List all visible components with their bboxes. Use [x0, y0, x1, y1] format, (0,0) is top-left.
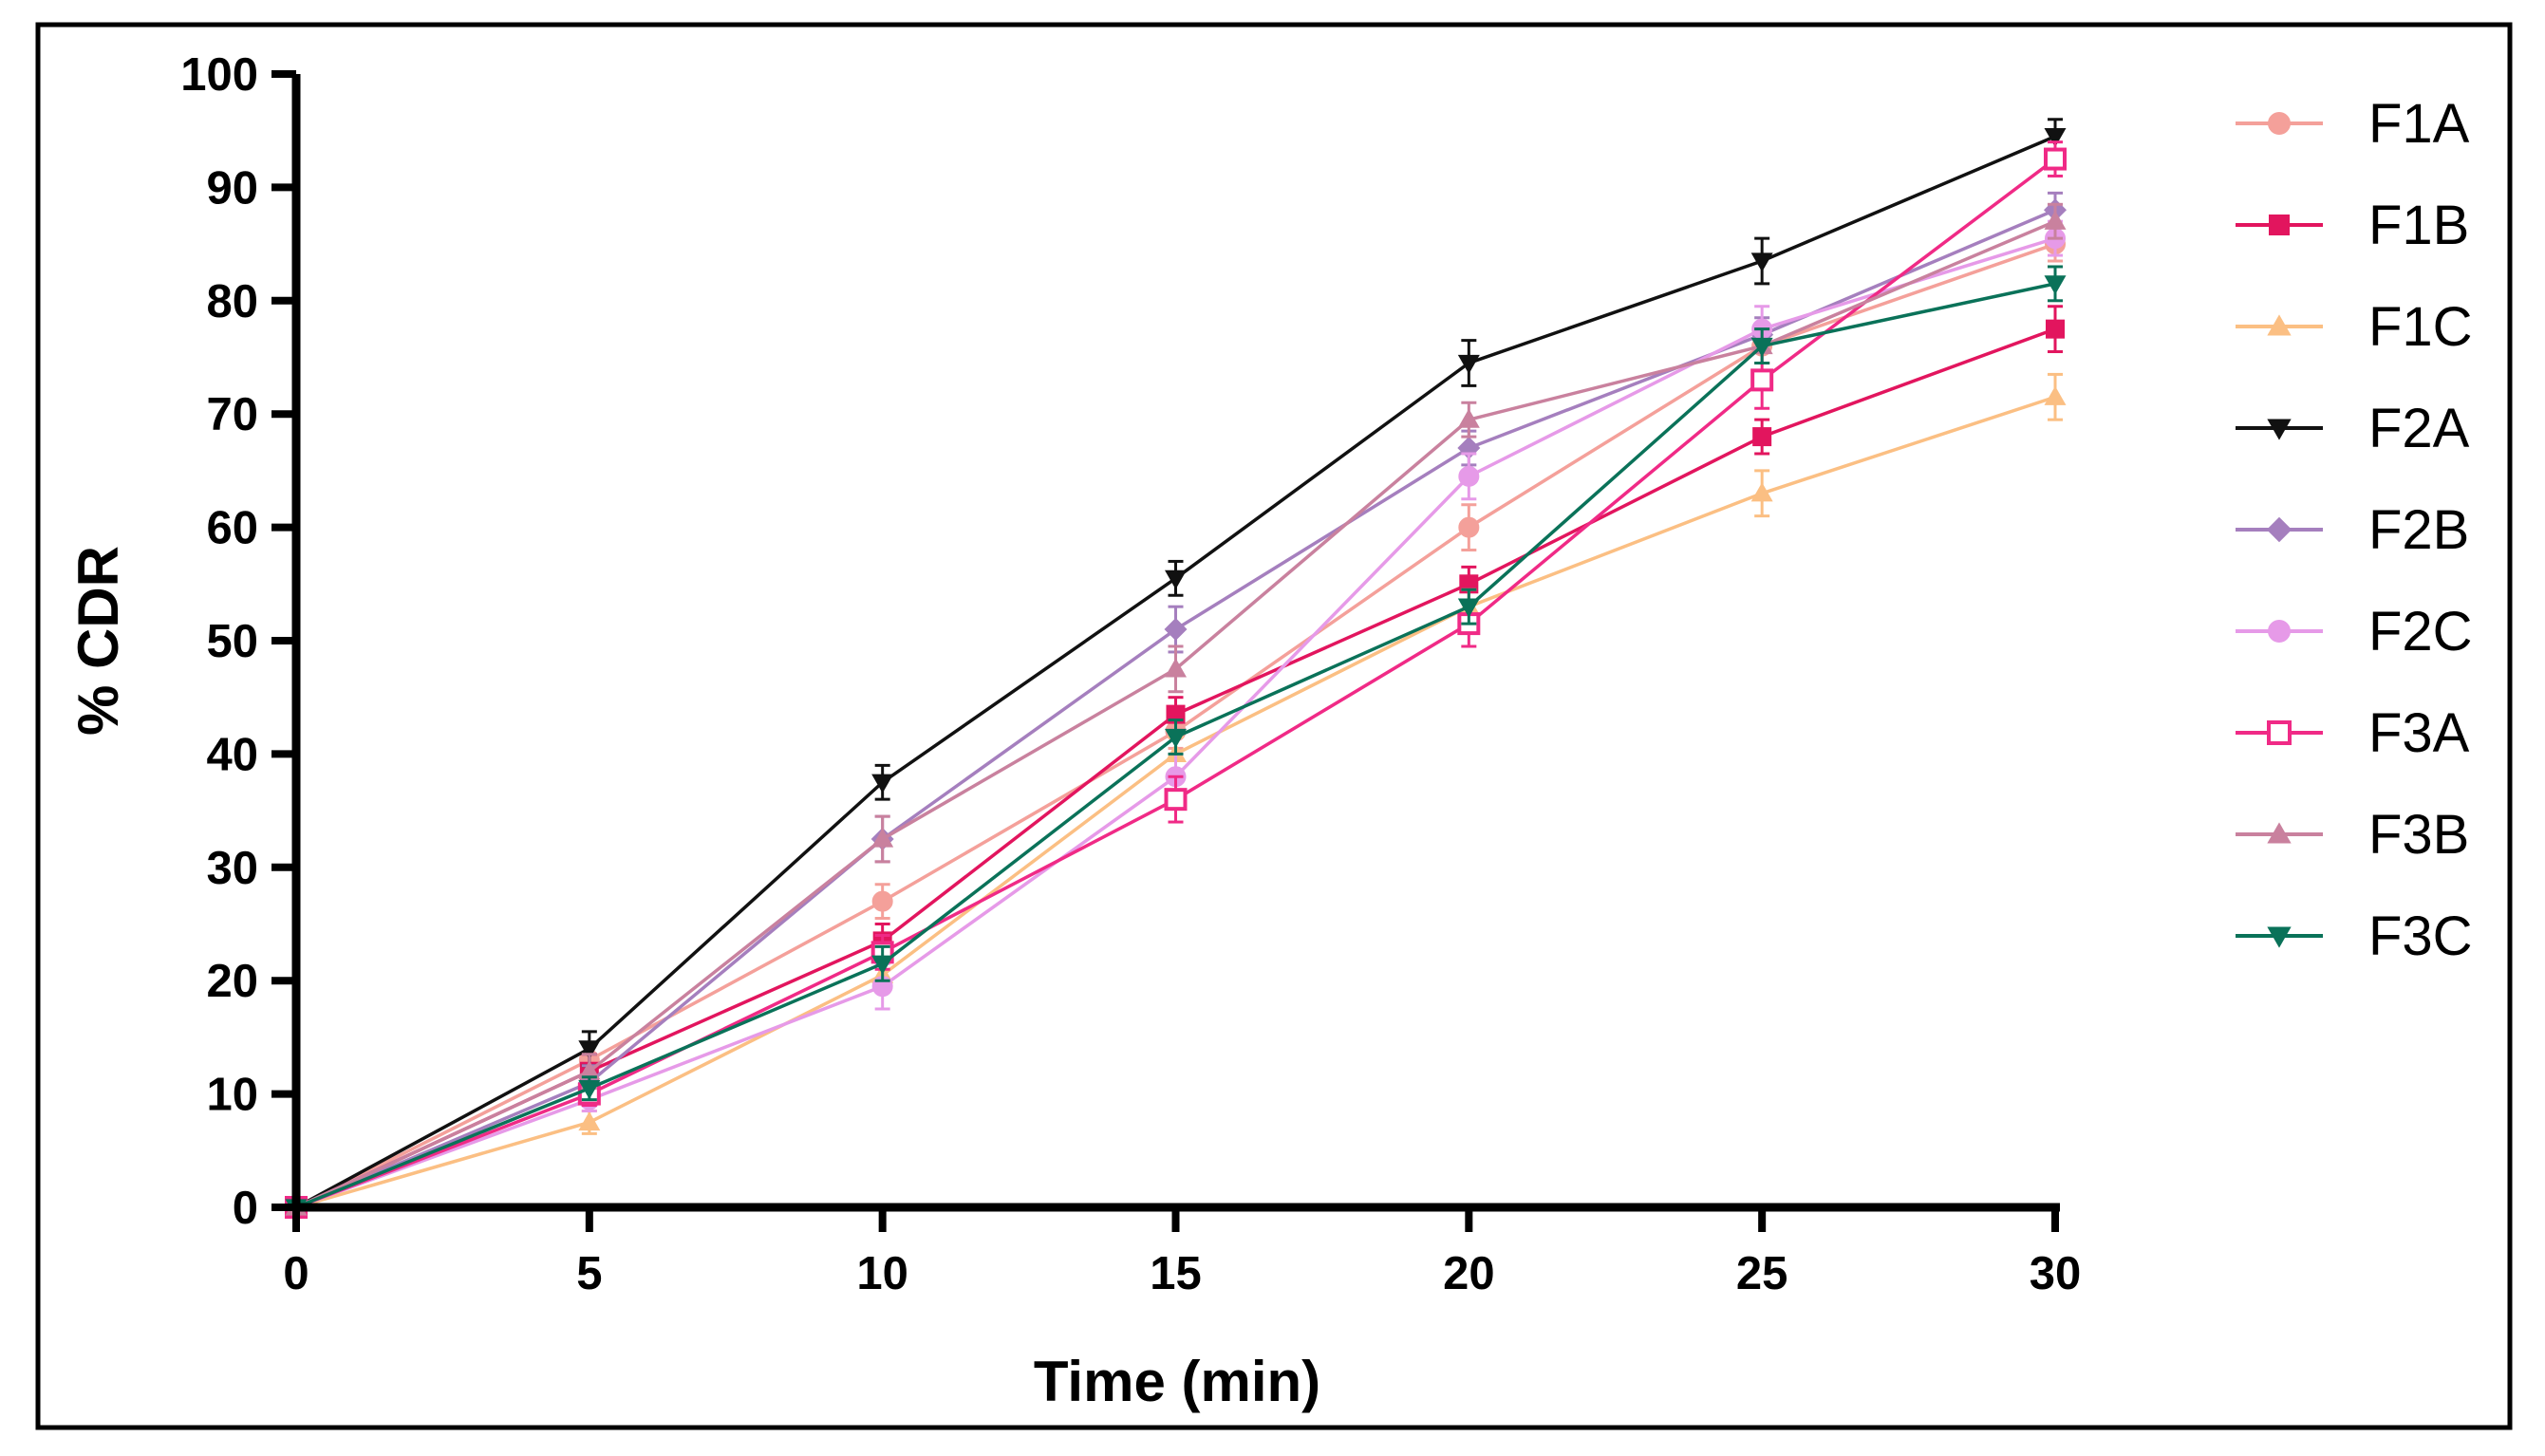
legend-marker	[2266, 516, 2292, 543]
data-point	[1458, 465, 1480, 487]
legend-label-f1a: F1A	[2368, 93, 2470, 155]
x-axis-title: Time (min)	[1034, 1350, 1320, 1413]
legend-entry-f3b: F3B	[2236, 804, 2469, 866]
legend-marker	[2267, 419, 2292, 440]
legend-marker	[2267, 720, 2292, 745]
y-tick-label: 40	[206, 729, 258, 780]
data-point	[1458, 516, 1480, 538]
legend-entry-f1c: F1C	[2236, 296, 2473, 358]
legend-label-f2a: F2A	[2368, 398, 2470, 459]
legend-marker	[2269, 215, 2290, 235]
data-point	[1165, 658, 1187, 678]
data-point	[871, 955, 894, 975]
legend-label-f1b: F1B	[2368, 195, 2469, 256]
axis-ticks: 0 10 20 30 40 50 60 70 80 90 100 0 5 10 15 20 25 30	[180, 49, 2081, 1299]
legend-marker	[2267, 926, 2292, 948]
legend-entry-f3a: F3A	[2236, 702, 2470, 764]
data-point	[1752, 427, 1772, 447]
series-f3c	[285, 265, 2067, 1219]
data-point	[1750, 368, 1774, 392]
data-point	[2044, 128, 2067, 148]
data-point	[1750, 482, 1773, 502]
data-point	[1457, 354, 1480, 374]
data-point	[871, 828, 894, 848]
data-point	[1165, 728, 1187, 748]
y-tick-label: 80	[206, 276, 258, 327]
x-tick-label: 25	[1736, 1248, 1788, 1299]
x-tick-label: 15	[1150, 1248, 1202, 1299]
legend: F1A F1B F1C F2A F2B F2C F3A F3B F3C	[2236, 93, 2473, 967]
legend-entry-f2a: F2A	[2236, 398, 2470, 459]
x-tick-label: 20	[1443, 1248, 1495, 1299]
data-point	[1164, 788, 1188, 812]
figure-frame	[35, 22, 2513, 1430]
x-tick-label: 30	[2030, 1248, 2082, 1299]
legend-label-f2c: F2C	[2368, 601, 2473, 663]
data-point	[2044, 147, 2067, 171]
y-tick-label: 10	[206, 1070, 258, 1121]
data-point	[2044, 385, 2067, 405]
legend-entry-f1b: F1B	[2236, 195, 2469, 256]
data-point	[1165, 569, 1187, 589]
y-tick-label: 90	[206, 162, 258, 214]
y-tick-label: 100	[180, 49, 258, 101]
data-point	[578, 1111, 601, 1131]
data-point	[1457, 408, 1480, 428]
y-tick-label: 60	[206, 503, 258, 554]
data-point	[871, 774, 894, 793]
data-point	[2046, 319, 2065, 339]
legend-entry-f1a: F1A	[2236, 93, 2470, 155]
y-tick-label: 70	[206, 389, 258, 440]
y-tick-label: 0	[233, 1183, 258, 1234]
data-point	[578, 1040, 601, 1060]
x-tick-label: 10	[856, 1248, 908, 1299]
data-point	[1750, 252, 1773, 272]
legend-label-f3b: F3B	[2368, 804, 2469, 866]
data-point	[578, 1060, 601, 1080]
legend-entry-f3c: F3C	[2236, 905, 2473, 967]
legend-marker	[2268, 112, 2291, 135]
data-point	[1750, 337, 1773, 358]
x-tick-label: 5	[576, 1248, 602, 1299]
data-point	[578, 1080, 601, 1100]
legend-entry-f2c: F2C	[2236, 601, 2473, 663]
legend-label-f3c: F3C	[2368, 905, 2473, 967]
data-point	[2044, 210, 2067, 230]
legend-marker	[2267, 314, 2292, 336]
legend-marker	[2267, 822, 2292, 844]
legend-label-f2b: F2B	[2368, 499, 2469, 561]
y-axis-title: % CDR	[66, 546, 130, 736]
y-tick-label: 50	[206, 616, 258, 667]
legend-label-f1c: F1C	[2368, 296, 2473, 358]
data-point	[2044, 275, 2067, 295]
legend-entry-f2b: F2B	[2236, 499, 2469, 561]
data-point	[871, 890, 893, 912]
data-point	[1164, 618, 1188, 642]
legend-marker	[2268, 620, 2291, 643]
y-tick-label: 30	[206, 843, 258, 894]
legend-label-f3a: F3A	[2368, 702, 2470, 764]
x-tick-label: 0	[283, 1248, 309, 1299]
data-point	[1457, 598, 1480, 618]
y-tick-label: 20	[206, 956, 258, 1007]
